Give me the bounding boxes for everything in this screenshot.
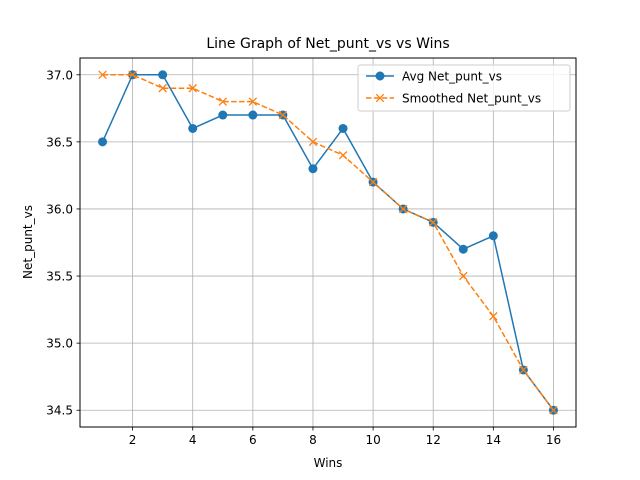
y-axis-label: Net_punt_vs	[21, 205, 35, 279]
data-point	[308, 164, 318, 174]
data-point	[459, 271, 468, 281]
data-point-stroke	[459, 271, 468, 281]
x-tick-label: 16	[546, 433, 561, 447]
chart-title: Line Graph of Net_punt_vs vs Wins	[206, 36, 449, 52]
data-point	[458, 244, 468, 254]
legend-label: Avg Net_punt_vs	[402, 70, 502, 84]
data-point-stroke	[218, 97, 228, 106]
data-point	[98, 70, 107, 80]
x-tick-label: 2	[129, 433, 137, 447]
data-point	[278, 110, 288, 120]
data-point	[519, 365, 528, 375]
y-tick-label: 34.5	[46, 404, 73, 418]
x-tick-label: 12	[426, 433, 441, 447]
data-point-stroke	[98, 70, 107, 80]
data-point-stroke	[549, 405, 558, 415]
data-point-stroke	[368, 177, 378, 187]
data-point-stroke	[398, 204, 408, 214]
y-tick-label: 37.0	[46, 68, 73, 82]
data-point-stroke	[128, 70, 137, 80]
data-point	[488, 231, 498, 241]
data-point	[248, 97, 258, 106]
x-axis-label: Wins	[314, 456, 343, 470]
y-tick-label: 35.0	[46, 337, 73, 351]
data-point	[338, 123, 348, 133]
data-point	[308, 137, 318, 147]
legend-label: Smoothed Net_punt_vs	[402, 92, 541, 106]
data-point-stroke	[248, 97, 258, 106]
x-tick-label: 14	[486, 433, 501, 447]
data-point	[188, 83, 197, 93]
y-tick-label: 36.5	[46, 135, 73, 149]
data-point-stroke	[158, 83, 167, 93]
data-point	[98, 137, 108, 147]
series-line	[102, 74, 555, 411]
data-point-stroke	[519, 365, 528, 375]
data-point	[218, 97, 228, 106]
data-point	[549, 405, 558, 415]
data-point	[428, 218, 438, 227]
legend-item: Avg Net_punt_vs	[366, 70, 502, 84]
legend-box	[357, 64, 571, 112]
data-point-stroke	[188, 83, 197, 93]
data-point	[338, 151, 348, 160]
legend-marker	[375, 71, 385, 81]
data-point	[188, 123, 198, 133]
data-point	[368, 177, 378, 187]
legend-item: Smoothed Net_punt_vs	[366, 92, 541, 106]
x-tick-label: 4	[189, 433, 197, 447]
data-point-stroke	[489, 312, 498, 321]
series-2	[98, 70, 558, 415]
data-point	[158, 70, 168, 80]
data-point	[489, 312, 498, 321]
data-point-stroke	[338, 151, 348, 160]
data-point-stroke	[428, 218, 438, 227]
data-point-stroke	[278, 110, 288, 120]
x-tick-label: 10	[365, 433, 380, 447]
y-tick-label: 36.0	[46, 202, 73, 216]
legend-marker	[375, 93, 385, 103]
data-point	[248, 110, 258, 120]
data-point	[218, 110, 228, 120]
axis-ticks: 2 4 6 8 10 12 14 16 34.5 35.0 35.5 36.0 36.5 37.0	[46, 68, 561, 447]
data-point	[128, 70, 137, 80]
x-tick-label: 6	[249, 433, 257, 447]
plot-area-frame	[79, 57, 577, 428]
legend: Avg Net_punt_vs Smoothed Net_punt_vs	[357, 64, 571, 112]
data-point	[158, 83, 167, 93]
data-point-stroke	[308, 137, 318, 147]
x-tick-label: 8	[309, 433, 317, 447]
data-series	[98, 70, 558, 415]
data-point	[398, 204, 408, 214]
legend-marker-stroke	[375, 93, 385, 103]
y-tick-label: 35.5	[46, 270, 73, 284]
